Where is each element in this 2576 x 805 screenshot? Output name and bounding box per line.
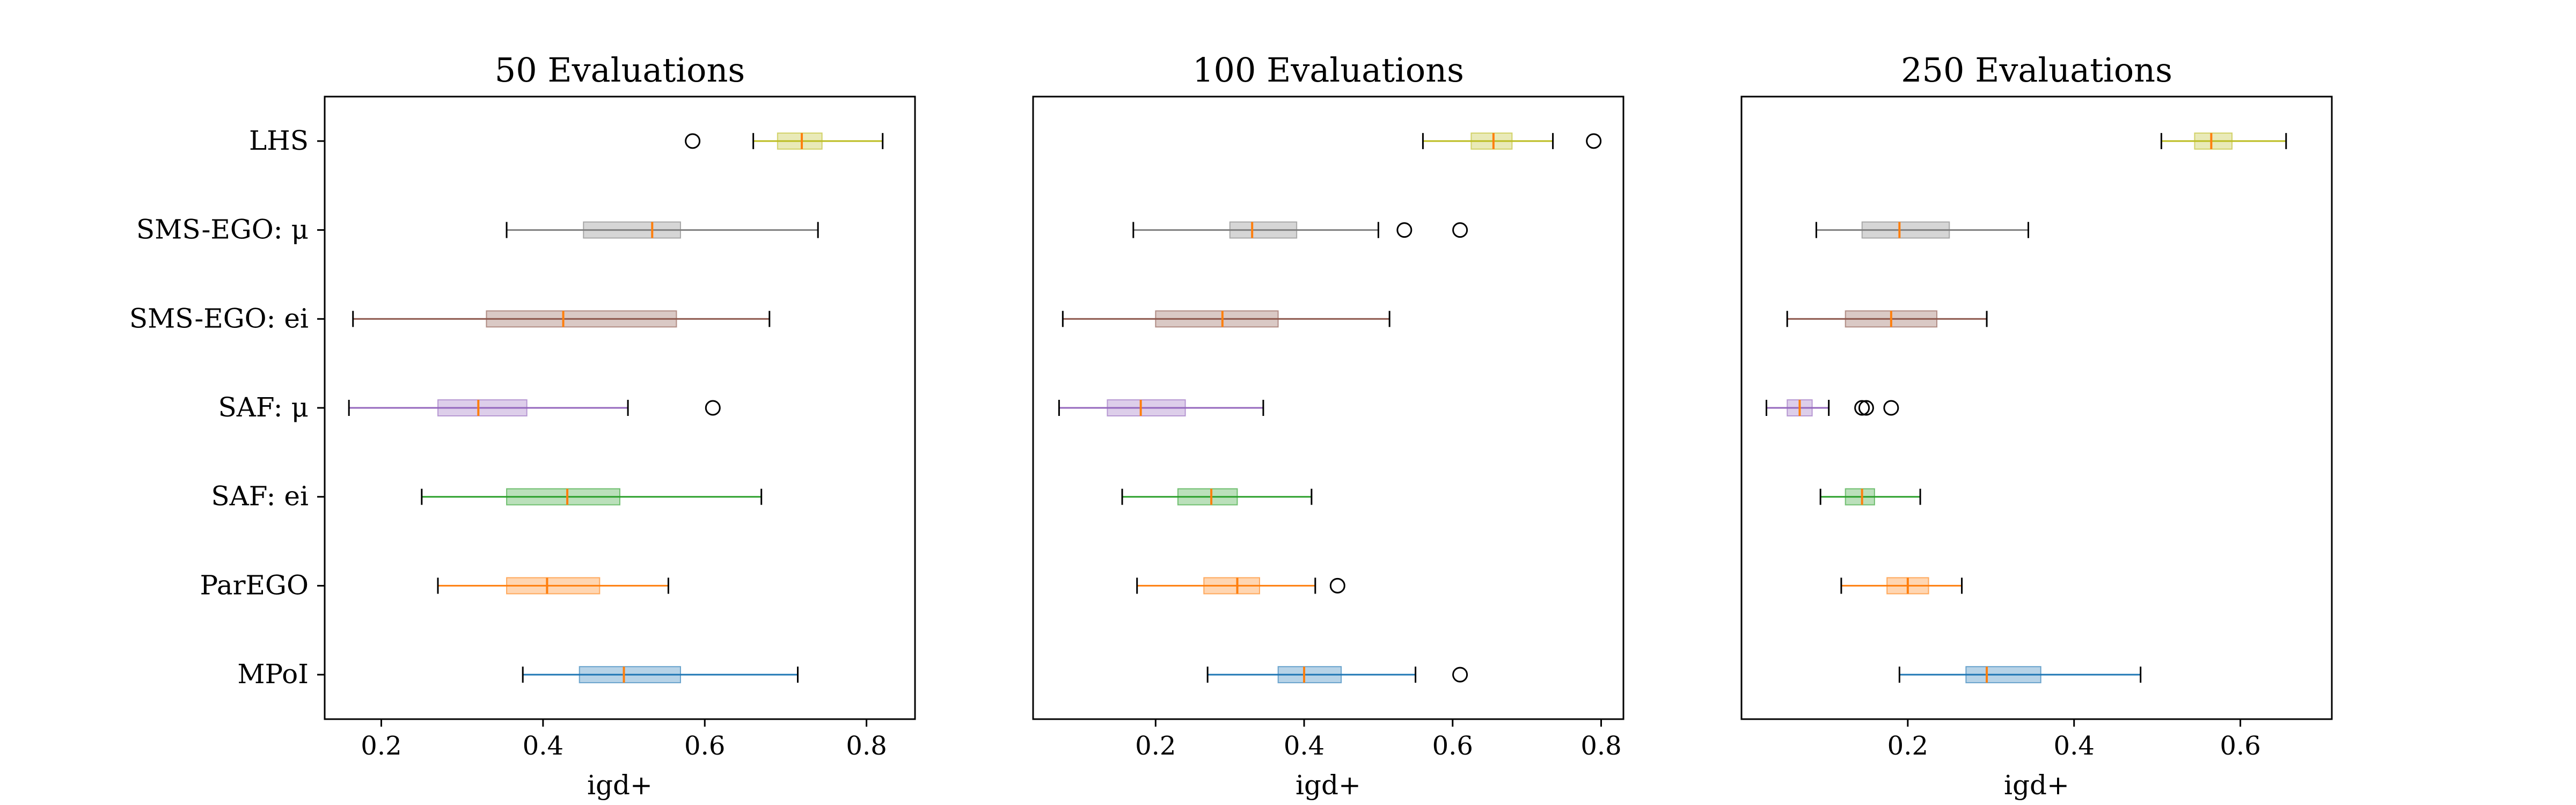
axes-frame-3 (1740, 96, 2333, 720)
iqr-box (2194, 132, 2233, 150)
outlier-point (1883, 400, 1899, 416)
outlier-point (1329, 577, 1345, 594)
iqr-box (1277, 666, 1342, 684)
outlier-point (1452, 667, 1468, 683)
iqr-box (1965, 666, 2041, 684)
iqr-box (1107, 399, 1186, 416)
iqr-box (1155, 310, 1279, 328)
iqr-box (1861, 221, 1950, 239)
outlier-point (1586, 133, 1602, 149)
y-tick-label: MPoI (237, 658, 309, 690)
x-axis-label: igd+ (587, 770, 653, 801)
x-tick-label: 0.6 (684, 731, 725, 761)
axes-frame-2 (1032, 96, 1624, 720)
x-axis-label: igd+ (1296, 770, 1361, 801)
panel-title: 50 Evaluations (495, 50, 745, 90)
x-tick-label: 0.6 (1432, 731, 1473, 761)
y-tick-label: LHS (249, 125, 309, 156)
panel-title: 100 Evaluations (1192, 50, 1464, 90)
iqr-box (777, 132, 823, 150)
x-tick-label: 0.4 (523, 731, 564, 761)
x-tick-label: 0.8 (1580, 731, 1621, 761)
iqr-box (583, 221, 682, 239)
y-tick-label: SMS-EGO: μ (136, 214, 309, 245)
iqr-box (1470, 132, 1513, 150)
iqr-box (1845, 488, 1875, 506)
x-axis-label: igd+ (2004, 770, 2069, 801)
iqr-box (579, 666, 682, 684)
y-tick-label: SAF: ei (211, 481, 309, 512)
x-tick-label: 0.2 (1135, 731, 1176, 761)
x-tick-label: 0.2 (361, 731, 401, 761)
x-tick-label: 0.6 (2220, 731, 2260, 761)
iqr-box (486, 310, 677, 328)
y-tick-label: SAF: μ (218, 392, 309, 423)
x-tick-label: 0.2 (1887, 731, 1928, 761)
iqr-box (1203, 577, 1261, 595)
iqr-box (1177, 488, 1238, 506)
panel-title: 250 Evaluations (1901, 50, 2172, 90)
iqr-box (437, 399, 528, 416)
iqr-box (506, 577, 601, 595)
outlier-point (1452, 222, 1468, 238)
iqr-box (506, 488, 620, 506)
y-tick-label: ParEGO (200, 569, 309, 601)
outlier-point (1396, 222, 1413, 238)
outlier-point (685, 133, 701, 149)
x-tick-label: 0.4 (2054, 731, 2095, 761)
iqr-box (1229, 221, 1298, 239)
y-tick-label: SMS-EGO: ei (129, 303, 309, 334)
x-tick-label: 0.4 (1284, 731, 1324, 761)
outlier-point (705, 400, 721, 416)
outlier-point (1854, 400, 1870, 416)
outlier-point (1858, 400, 1874, 416)
x-tick-label: 0.8 (846, 731, 887, 761)
